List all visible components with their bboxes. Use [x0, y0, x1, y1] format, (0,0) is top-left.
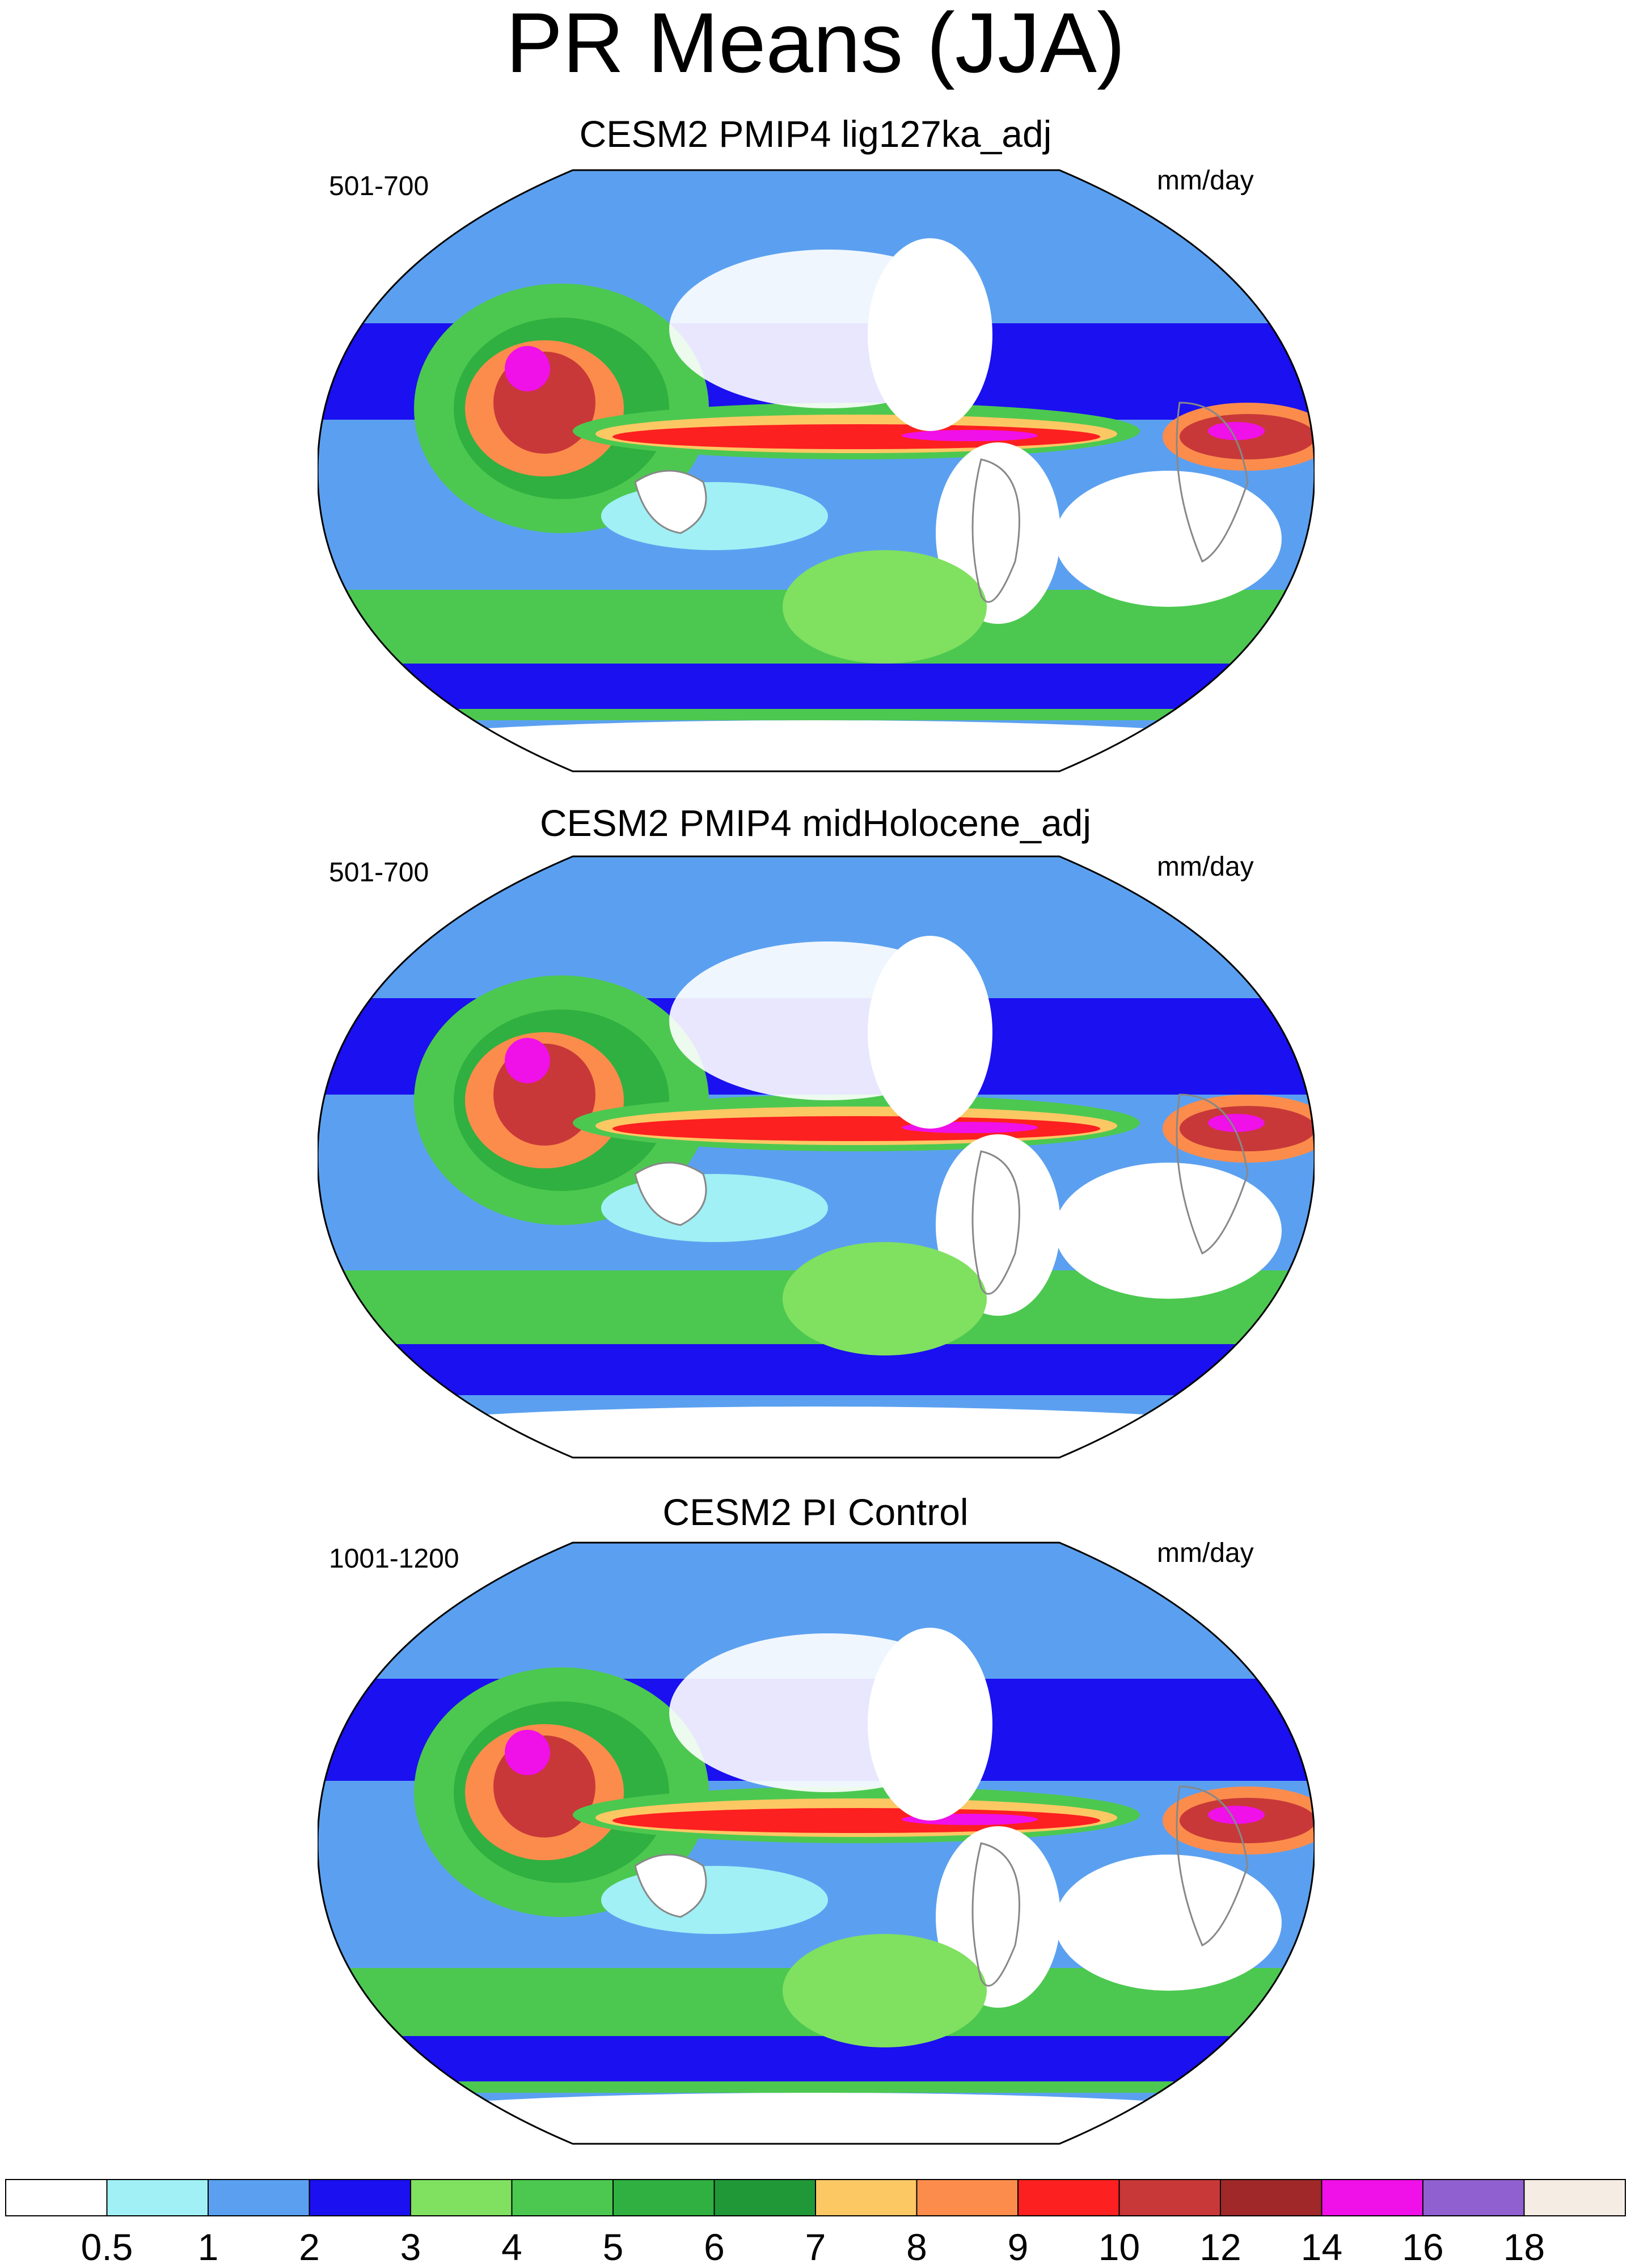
colorbar-swatch	[5, 2179, 108, 2216]
colorbar-swatch	[511, 2179, 614, 2216]
panel-1-period: 501-700	[329, 171, 429, 201]
colorbar-label: 18	[1503, 2226, 1545, 2268]
colorbar-label: 7	[805, 2226, 826, 2268]
panel-1-units: mm/day	[1157, 166, 1254, 196]
colorbar-swatch	[713, 2179, 816, 2216]
colorbar-label: 6	[704, 2226, 725, 2268]
colorbar-swatch	[208, 2179, 310, 2216]
colorbar-label: 1	[198, 2226, 219, 2268]
panel-1-precip-field	[318, 170, 1315, 771]
colorbar-label: 16	[1402, 2226, 1443, 2268]
panel-3-title: CESM2 PI Control	[662, 1491, 969, 1533]
panel-2-map	[318, 855, 1315, 1459]
colorbar-swatch	[106, 2179, 209, 2216]
panel-3-map-border	[318, 1541, 1315, 2145]
colorbar-swatch	[815, 2179, 918, 2216]
colorbar-swatch	[1118, 2179, 1221, 2216]
colorbar-swatch	[1321, 2179, 1423, 2216]
panel-2-title: CESM2 PMIP4 midHolocene_adj	[539, 802, 1092, 844]
colorbar-label: 4	[501, 2226, 522, 2268]
panel-1-title: CESM2 PMIP4 lig127ka_adj	[579, 113, 1052, 155]
colorbar: 0.5 1 2 3 4 5 6 7 8 9 10 12 14 16 18	[5, 2179, 1626, 2268]
figure-title: PR Means (JJA)	[506, 0, 1125, 90]
colorbar-label: 12	[1199, 2226, 1241, 2268]
colorbar-swatch	[612, 2179, 715, 2216]
colorbar-label: 3	[400, 2226, 421, 2268]
colorbar-label: 2	[299, 2226, 320, 2268]
colorbar-label: 9	[1008, 2226, 1029, 2268]
colorbar-swatch	[1220, 2179, 1322, 2216]
panel-1-map-border	[318, 169, 1315, 772]
panel-2-units: mm/day	[1157, 852, 1254, 882]
panel-3-precip-field	[318, 1543, 1315, 2144]
colorbar-boxes	[5, 2179, 1626, 2216]
colorbar-label: 10	[1098, 2226, 1140, 2268]
colorbar-label: 5	[603, 2226, 624, 2268]
panel-2-precip-field	[318, 856, 1315, 1458]
panel-2-map-border	[318, 855, 1315, 1459]
colorbar-swatch	[309, 2179, 411, 2216]
colorbar-label: 0.5	[81, 2226, 133, 2268]
colorbar-label: 14	[1301, 2226, 1342, 2268]
colorbar-swatch	[916, 2179, 1019, 2216]
panel-3-period: 1001-1200	[329, 1544, 459, 1574]
panel-1-map	[318, 169, 1315, 772]
panel-3-map	[318, 1541, 1315, 2145]
colorbar-swatch	[1422, 2179, 1525, 2216]
colorbar-labels: 0.5 1 2 3 4 5 6 7 8 9 10 12 14 16 18	[81, 2226, 1545, 2268]
panel-2-period: 501-700	[329, 858, 429, 888]
colorbar-swatch	[410, 2179, 513, 2216]
colorbar-swatch	[1523, 2179, 1626, 2216]
colorbar-label: 8	[906, 2226, 927, 2268]
panel-3-units: mm/day	[1157, 1538, 1254, 1568]
colorbar-swatch	[1017, 2179, 1120, 2216]
